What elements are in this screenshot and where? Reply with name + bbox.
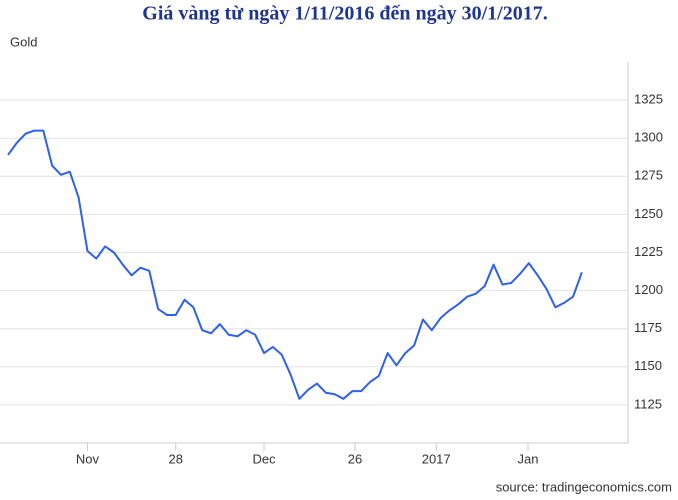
- y-tick-label: 1125: [634, 396, 662, 411]
- x-tick-label: 2017: [422, 451, 451, 466]
- line: [7, 129, 583, 400]
- chart-title: Giá vàng từ ngày 1/11/2016 đến ngày 30/1…: [142, 3, 547, 25]
- x-tick-label: 28: [169, 451, 183, 466]
- source: source: tradingeconomics.com: [496, 479, 672, 494]
- x-tick-label: Nov: [76, 451, 100, 466]
- y-tick-label: 1275: [634, 168, 663, 183]
- y-tick-label: 1300: [634, 130, 663, 145]
- y-tick-label: 1225: [634, 244, 663, 259]
- y-tick-label: 1250: [634, 206, 663, 221]
- series-name: Gold: [10, 34, 37, 49]
- x-tick-label: Dec: [252, 451, 276, 466]
- y-tick-label: 1150: [634, 358, 662, 373]
- y-tick-label: 1200: [634, 282, 663, 297]
- y-tick-label: 1175: [634, 320, 662, 335]
- y-tick-label: 1325: [634, 92, 663, 107]
- x-tick-label: Jan: [518, 451, 539, 466]
- x-tick-label: 26: [348, 451, 362, 466]
